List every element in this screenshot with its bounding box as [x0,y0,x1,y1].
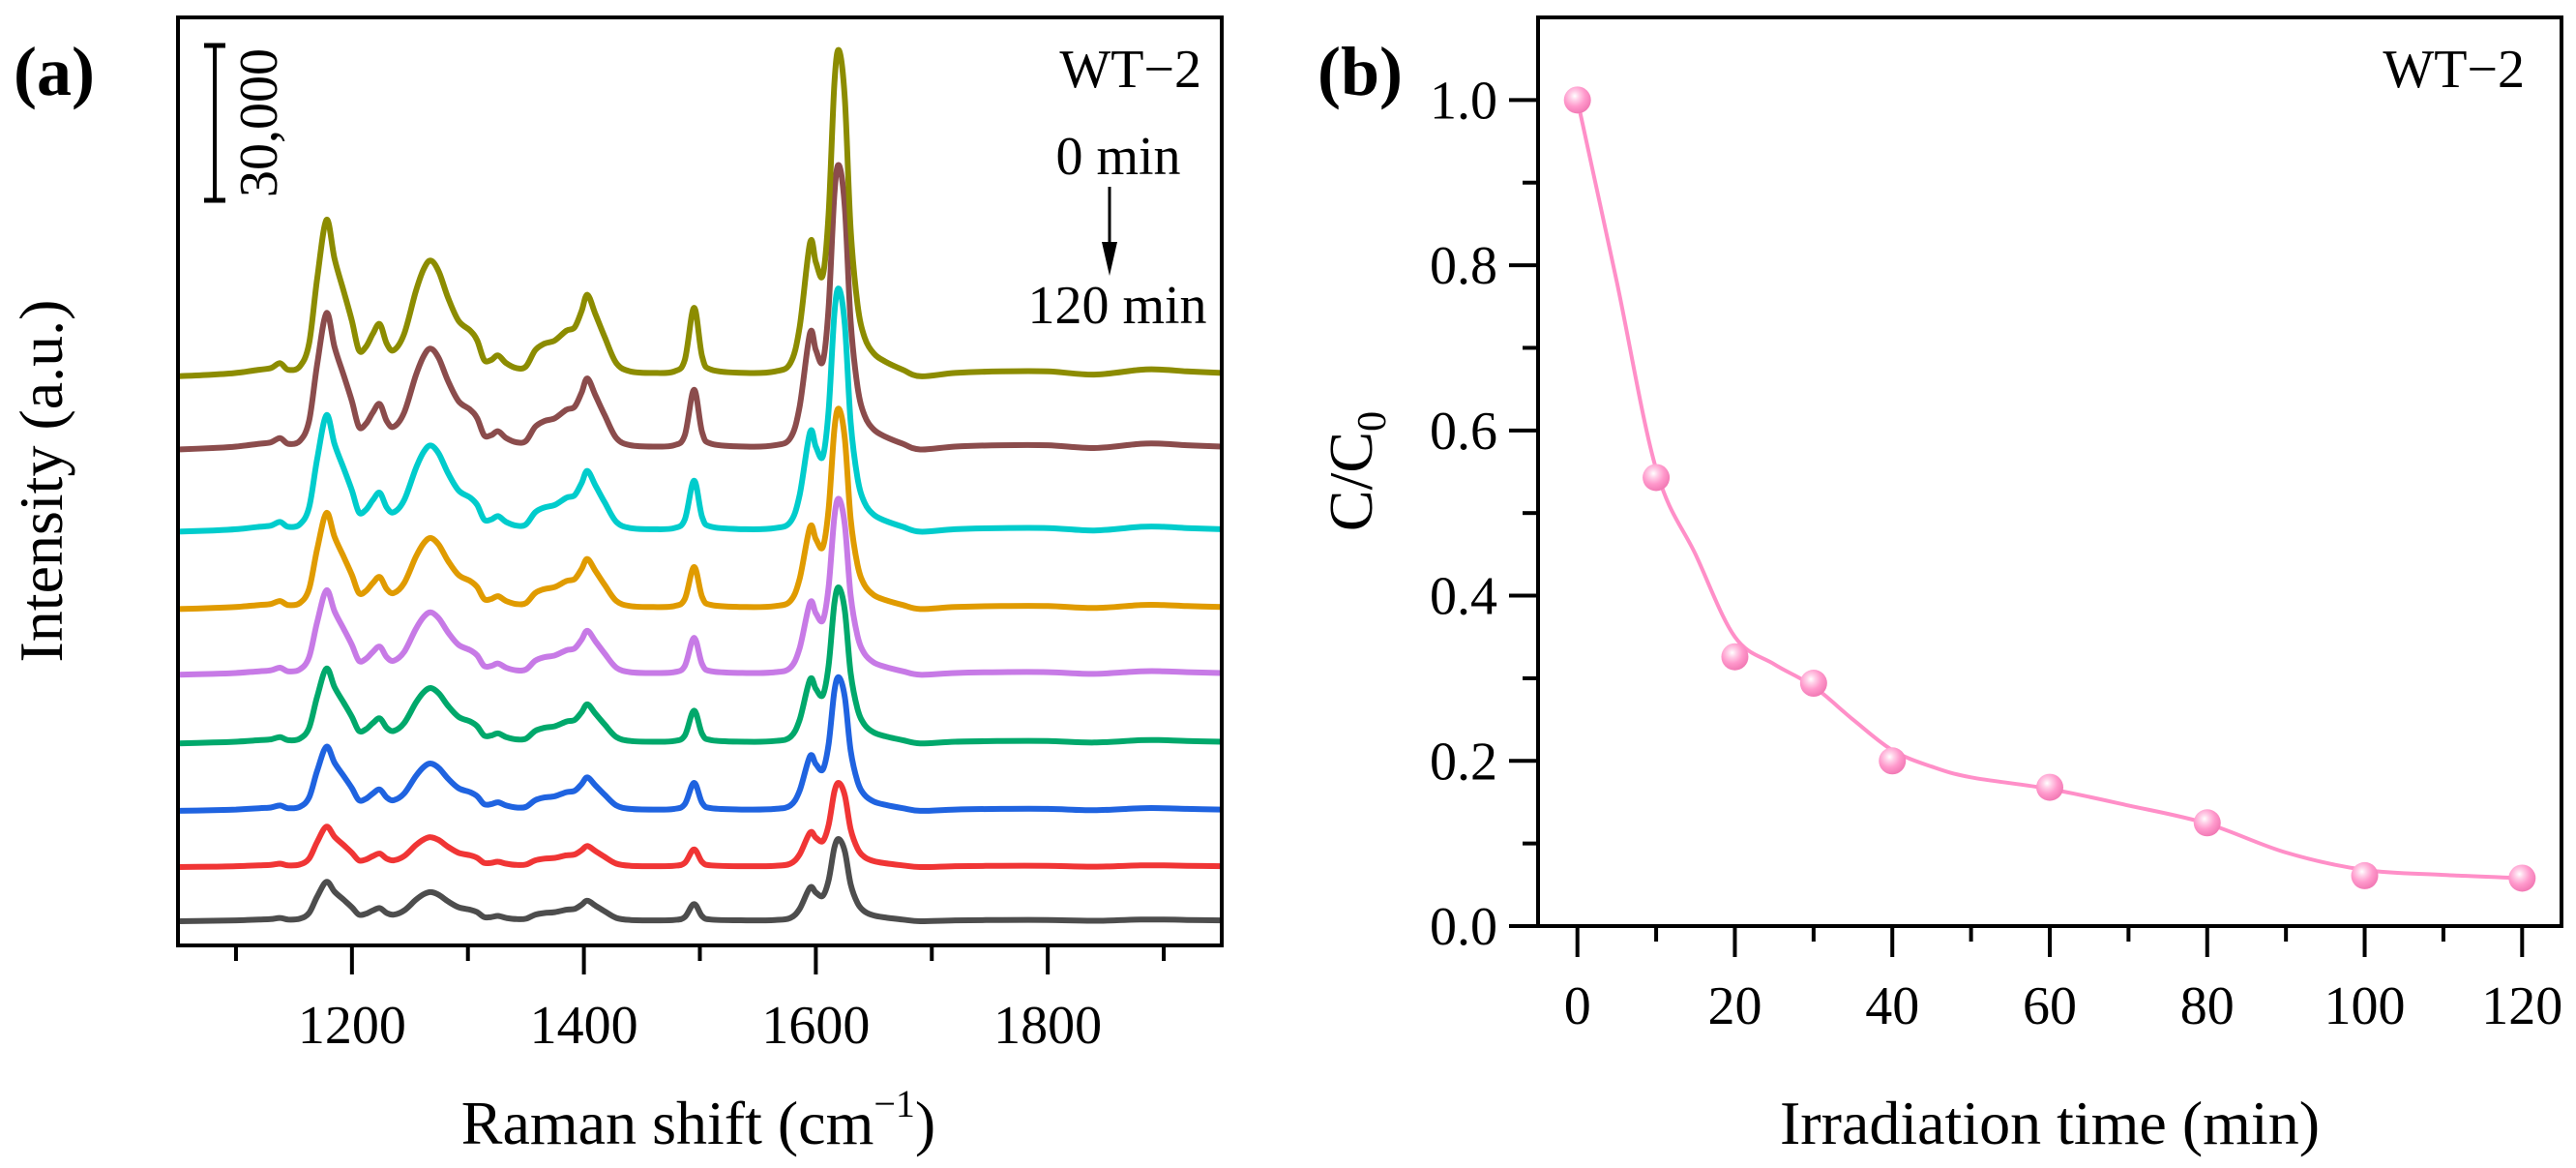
spectra-traces [177,46,1223,925]
panel-b-label: (b) [1318,33,1403,110]
fit-curve [1575,99,2523,881]
spectrum-trace [177,780,1223,871]
x-tick-label: 20 [1707,976,1762,1036]
raman-spectra-panel: (a) 1200 1400 1600 1800 30,000 WT−2 0 min 1… [7,15,1224,1157]
data-point [2508,864,2536,892]
time-end-label: 120 min [1027,276,1206,336]
data-point [2193,809,2221,837]
x-axis-title-a: Raman shift (cm−1) [461,1082,935,1157]
x-axis-title-a-superscript: −1 [873,1082,915,1125]
x-axis-title-b: Irradiation time (min) [1780,1089,2320,1157]
data-points [1563,86,2536,892]
spectrum-trace [177,46,1223,379]
x-tick-label: 1200 [298,996,406,1056]
y-tick-label: 0.2 [1430,732,1497,792]
spectrum-trace [177,584,1223,747]
time-arrow-icon [1102,187,1117,276]
y-tick-label: 0.6 [1430,402,1497,462]
y-tick-label: 1.0 [1430,71,1497,131]
x-tick-label: 0 [1564,976,1591,1036]
x-axis-ticks-a: 1200 1400 1600 1800 [233,945,1167,1056]
scale-bar: 30,000 [204,43,289,203]
data-point [2351,861,2379,889]
sample-label-b: WT−2 [2383,40,2525,100]
time-start-label: 0 min [1055,127,1180,187]
spectrum-trace [177,162,1223,453]
x-tick-label: 1800 [993,996,1102,1056]
data-point [1643,464,1671,492]
data-point [1879,747,1907,775]
x-tick-label: 1400 [530,996,638,1056]
axis-ticks-b: 0 20 40 60 80 100 120 0.0 0.2 0.4 0.6 0.8 1.0 [1430,71,2562,1036]
y-axis-title-a: Intensity (a.u.) [7,300,75,663]
y-tick-label: 0.4 [1430,567,1497,627]
y-axis-title-b: C/C0 [1317,411,1395,531]
sample-label-a: WT−2 [1059,40,1201,100]
panel-a-label: (a) [14,33,95,110]
data-point [1721,643,1749,671]
x-tick-label: 100 [2324,976,2406,1036]
x-tick-label: 120 [2481,976,2562,1036]
spectrum-trace [177,836,1223,925]
degradation-panel: (b) 0 20 40 60 80 100 120 0.0 0.2 0.4 0.6 0.8 1.0 WT… [1317,15,2563,1157]
x-axis-title-a-text: Raman shift (cm [461,1089,874,1157]
spectrum-trace [177,495,1223,678]
data-point [2036,773,2063,801]
spectrum-trace [177,674,1223,814]
x-tick-label: 40 [1865,976,1919,1036]
y-axis-title-b-subscript: 0 [1350,411,1395,432]
y-tick-label: 0.0 [1430,897,1497,957]
spectrum-trace [177,405,1223,613]
scale-bar-label: 30,000 [229,48,289,197]
data-point [1563,86,1591,114]
x-tick-label: 60 [2023,976,2077,1036]
y-axis-title-b-text: C/C [1317,432,1385,531]
x-tick-label: 80 [2180,976,2235,1036]
data-point [1799,670,1827,698]
x-axis-title-a-end: ) [915,1089,935,1157]
x-tick-label: 1600 [761,996,870,1056]
spectrum-trace [177,285,1223,535]
y-tick-label: 0.8 [1430,236,1497,296]
